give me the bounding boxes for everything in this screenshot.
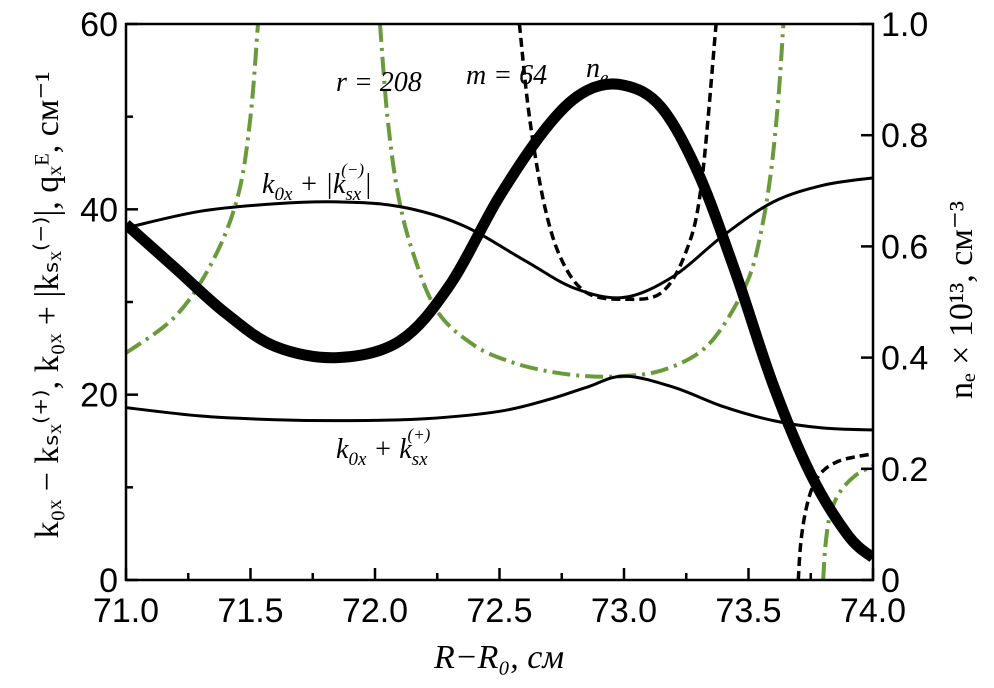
lower-k: k: [336, 434, 349, 465]
series-line-2: [126, 374, 873, 432]
series-layer: [126, 24, 873, 580]
y-axis-right-label: nₑ × 10¹³, см⁻³: [943, 201, 980, 399]
x-tick-label: 74.0: [840, 592, 906, 630]
series-line-7: [821, 464, 873, 580]
annotation-upper-curve: k0x + |ksx (−)|: [262, 160, 372, 205]
ticks-layer: 71.0 71.5 72.0 72.5 73.0 73.5 74.0020406000.20…: [80, 6, 928, 630]
y-right-tick-label: 0.2: [881, 451, 928, 489]
y-right-tick-label: 1.0: [881, 6, 928, 44]
upper-sub: 0x: [274, 184, 293, 205]
upper-sub2: sx: [345, 184, 361, 205]
y-right-tick-label: 0.8: [881, 117, 928, 155]
x-tick-label: 73.0: [591, 592, 657, 630]
y-right-tick-label: 0: [881, 562, 900, 600]
x-tick-label: 71.0: [93, 592, 159, 630]
x-tick-label: 73.5: [715, 592, 781, 630]
y-left-tick-label: 20: [80, 377, 118, 415]
lower-sub2: sx: [412, 449, 428, 470]
plot-frame: [124, 22, 875, 582]
lower-sup2: (+): [408, 425, 431, 444]
annotation-r: r = 208: [336, 67, 422, 98]
x-axis-label: R−R₀, см: [433, 639, 564, 676]
upper-sup2: (−): [341, 160, 364, 179]
x-tick-label: 72.0: [342, 592, 408, 630]
series-line-6: [378, 24, 786, 379]
series-line-5: [126, 24, 260, 355]
y-left-tick-label: 0: [99, 562, 118, 600]
y-right-tick-label: 0.6: [881, 228, 928, 266]
annotation-ne-main: n: [586, 53, 600, 84]
y-left-tick-label: 40: [80, 191, 118, 229]
annotation-ne-sub: e: [600, 68, 608, 89]
series-line-3: [517, 24, 718, 302]
upper-k: k: [262, 169, 275, 200]
lower-sub: 0x: [348, 449, 367, 470]
annotation-ne: ne: [586, 53, 608, 89]
y-right-tick-label: 0.4: [881, 340, 928, 378]
series-line-1: [126, 176, 873, 300]
series-line-0: [126, 78, 873, 563]
lower-plus: + k: [366, 434, 412, 465]
annotation-m: m = 64: [466, 60, 547, 91]
x-tick-label: 71.5: [217, 592, 283, 630]
annotation-lower-curve: k0x + ksx (+): [336, 425, 431, 470]
upper-end: |: [364, 169, 372, 200]
x-tick-label: 72.5: [466, 592, 532, 630]
y-axis-left-label: k₀ₓ − kₛₓ⁽⁺⁾, k₀ₓ + |kₛₓ⁽⁻⁾|, qₓᴱ, см⁻¹: [29, 72, 66, 539]
upper-plus: + |k: [292, 169, 346, 200]
y-left-tick-label: 60: [80, 6, 118, 44]
